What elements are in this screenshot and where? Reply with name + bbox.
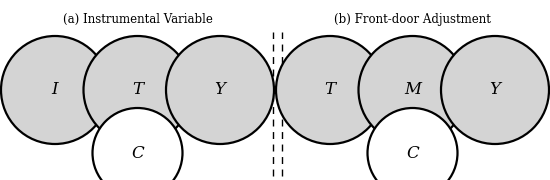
Ellipse shape xyxy=(441,36,549,144)
Text: M: M xyxy=(404,82,421,98)
Ellipse shape xyxy=(84,36,191,144)
Text: C: C xyxy=(131,145,144,161)
Text: C: C xyxy=(406,145,419,161)
Text: Y: Y xyxy=(214,82,225,98)
Text: (b) Front-door Adjustment: (b) Front-door Adjustment xyxy=(334,13,491,26)
Ellipse shape xyxy=(359,36,466,144)
Ellipse shape xyxy=(1,36,109,144)
Text: Y: Y xyxy=(490,82,500,98)
Text: T: T xyxy=(324,82,336,98)
Ellipse shape xyxy=(276,36,384,144)
Ellipse shape xyxy=(92,108,183,180)
Text: T: T xyxy=(132,82,143,98)
Ellipse shape xyxy=(367,108,458,180)
Text: I: I xyxy=(52,82,58,98)
Ellipse shape xyxy=(166,36,274,144)
Text: (a) Instrumental Variable: (a) Instrumental Variable xyxy=(63,13,212,26)
